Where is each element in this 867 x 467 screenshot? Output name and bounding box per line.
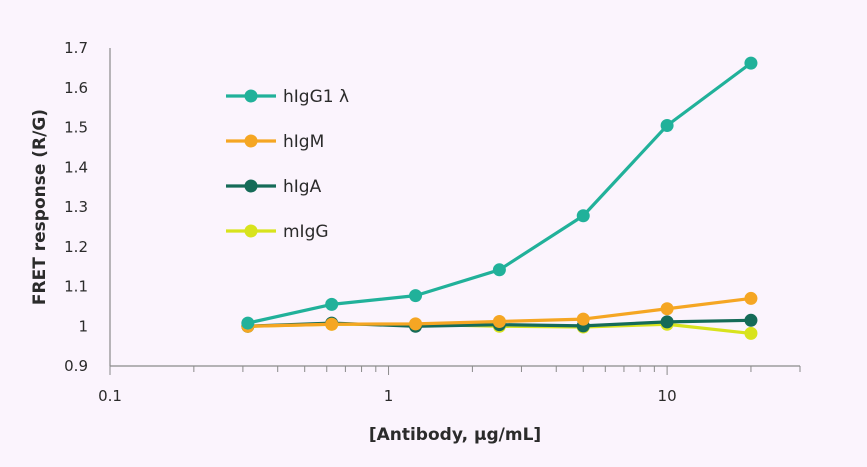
- x-tick-label: 0.1: [98, 387, 122, 405]
- data-point: [744, 313, 758, 327]
- data-point: [576, 312, 590, 326]
- legend-label: hIgA: [283, 177, 322, 197]
- x-tick-label: 10: [658, 387, 677, 405]
- data-point: [325, 297, 339, 311]
- legend-item: hIgG1 λ: [226, 87, 349, 107]
- legend-item: hIgA: [226, 177, 322, 197]
- y-axis-title: FRET response (R/G): [30, 109, 50, 305]
- y-tick-label: 1.3: [64, 198, 88, 216]
- y-tick-label: 1.4: [64, 158, 88, 176]
- data-point: [576, 209, 590, 223]
- data-point: [660, 119, 674, 133]
- data-point: [325, 317, 339, 331]
- x-minor-ticks: [109, 366, 801, 375]
- y-tick-label: 0.9: [64, 357, 88, 375]
- data-point: [409, 317, 423, 331]
- y-tick-label: 1.7: [64, 39, 88, 57]
- x-axis-title: [Antibody, µg/mL]: [369, 425, 541, 445]
- data-point: [744, 56, 758, 70]
- legend-swatch-marker: [244, 134, 258, 148]
- axes: 0.1 1 10 0.9 1 1.1 1.2 1.3 1.4 1.5 1.6 1.7: [64, 39, 801, 405]
- legend: hIgG1 λ hIgM hIgA mIgG: [226, 87, 349, 242]
- y-tick-label: 1.1: [64, 278, 88, 296]
- data-point: [492, 263, 506, 277]
- data-point: [241, 316, 255, 330]
- y-tick-label: 1.6: [64, 79, 88, 97]
- data-point: [492, 314, 506, 328]
- legend-label: hIgG1 λ: [283, 87, 349, 107]
- data-point: [660, 315, 674, 329]
- legend-swatch-marker: [244, 224, 258, 238]
- series-group: [241, 56, 758, 340]
- y-tick-label: 1.5: [64, 119, 88, 137]
- legend-item: hIgM: [226, 132, 324, 152]
- x-tick-label: 1: [384, 387, 394, 405]
- data-point: [409, 289, 423, 303]
- y-tick-label: 1: [78, 317, 88, 335]
- legend-swatch-marker: [244, 89, 258, 103]
- y-tick-labels: 0.9 1 1.1 1.2 1.3 1.4 1.5 1.6 1.7: [64, 39, 88, 375]
- legend-swatch-marker: [244, 179, 258, 193]
- legend-item: mIgG: [226, 222, 329, 242]
- data-point: [744, 291, 758, 305]
- legend-label: mIgG: [283, 222, 329, 242]
- series-higg1: [241, 56, 758, 330]
- y-tick-label: 1.2: [64, 238, 88, 256]
- data-point: [660, 302, 674, 316]
- legend-label: hIgM: [283, 132, 324, 152]
- x-tick-labels: 0.1 1 10: [98, 387, 677, 405]
- data-point: [744, 326, 758, 340]
